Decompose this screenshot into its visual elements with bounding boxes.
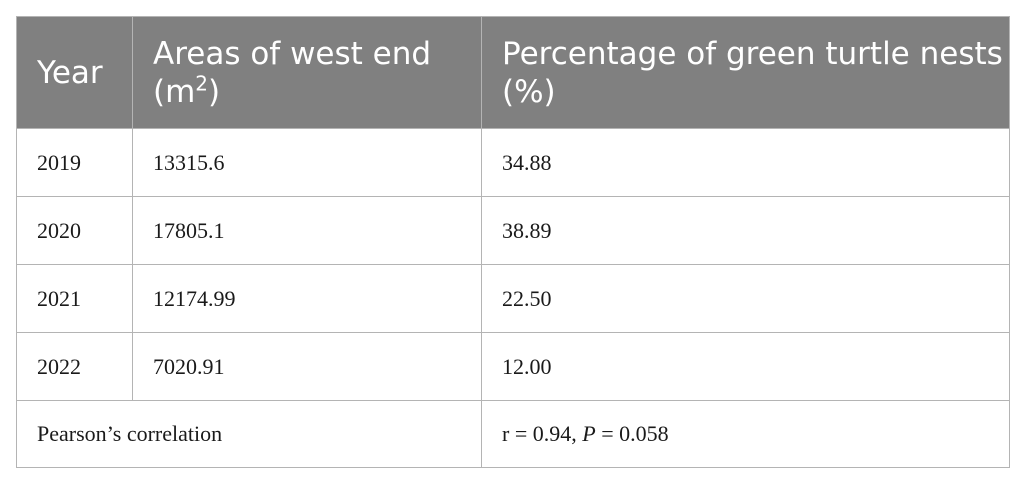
table-row: 2022 7020.91 12.00 <box>16 332 1010 401</box>
table-row: 2021 12174.99 22.50 <box>16 264 1010 333</box>
cell-percentage: 12.00 <box>481 332 1010 401</box>
cell-area: 17805.1 <box>132 196 482 265</box>
header-percentage: Percentage of green turtle nests (%) <box>481 16 1010 129</box>
header-area: Areas of west end (m2) <box>132 16 482 129</box>
cell-area: 7020.91 <box>132 332 482 401</box>
cell-area: 12174.99 <box>132 264 482 333</box>
cell-area: 13315.6 <box>132 128 482 197</box>
cell-year: 2020 <box>16 196 133 265</box>
cell-year: 2022 <box>16 332 133 401</box>
footer-row: Pearson’s correlation r = 0.94, P = 0.05… <box>16 400 1010 468</box>
header-year: Year <box>16 16 133 129</box>
data-table: Year Areas of west end (m2) Percentage o… <box>16 16 1010 468</box>
header-percentage-label: Percentage of green turtle nests (%) <box>502 35 1003 110</box>
cell-percentage: 22.50 <box>481 264 1010 333</box>
header-area-suffix: ) <box>208 73 221 110</box>
table-header: Year Areas of west end (m2) Percentage o… <box>16 16 1010 129</box>
cell-percentage: 34.88 <box>481 128 1010 197</box>
table-row: 2020 17805.1 38.89 <box>16 196 1010 265</box>
table-body: 2019 13315.6 34.88 2020 17805.1 38.89 20… <box>16 128 1010 468</box>
footer-p-symbol: P <box>582 421 596 446</box>
footer-label: Pearson’s correlation <box>16 400 482 468</box>
cell-year: 2021 <box>16 264 133 333</box>
header-area-prefix: Areas of west end (m <box>153 35 432 110</box>
cell-year: 2019 <box>16 128 133 197</box>
header-row: Year Areas of west end (m2) Percentage o… <box>16 16 1010 129</box>
cell-percentage: 38.89 <box>481 196 1010 265</box>
footer-r-text: r = 0.94, <box>502 421 583 446</box>
footer-statistic: r = 0.94, P = 0.058 <box>481 400 1010 468</box>
table-row: 2019 13315.6 34.88 <box>16 128 1010 197</box>
header-area-unit-sup: 2 <box>195 71 209 96</box>
footer-p-text: = 0.058 <box>595 421 669 446</box>
header-year-label: Year <box>37 54 103 91</box>
